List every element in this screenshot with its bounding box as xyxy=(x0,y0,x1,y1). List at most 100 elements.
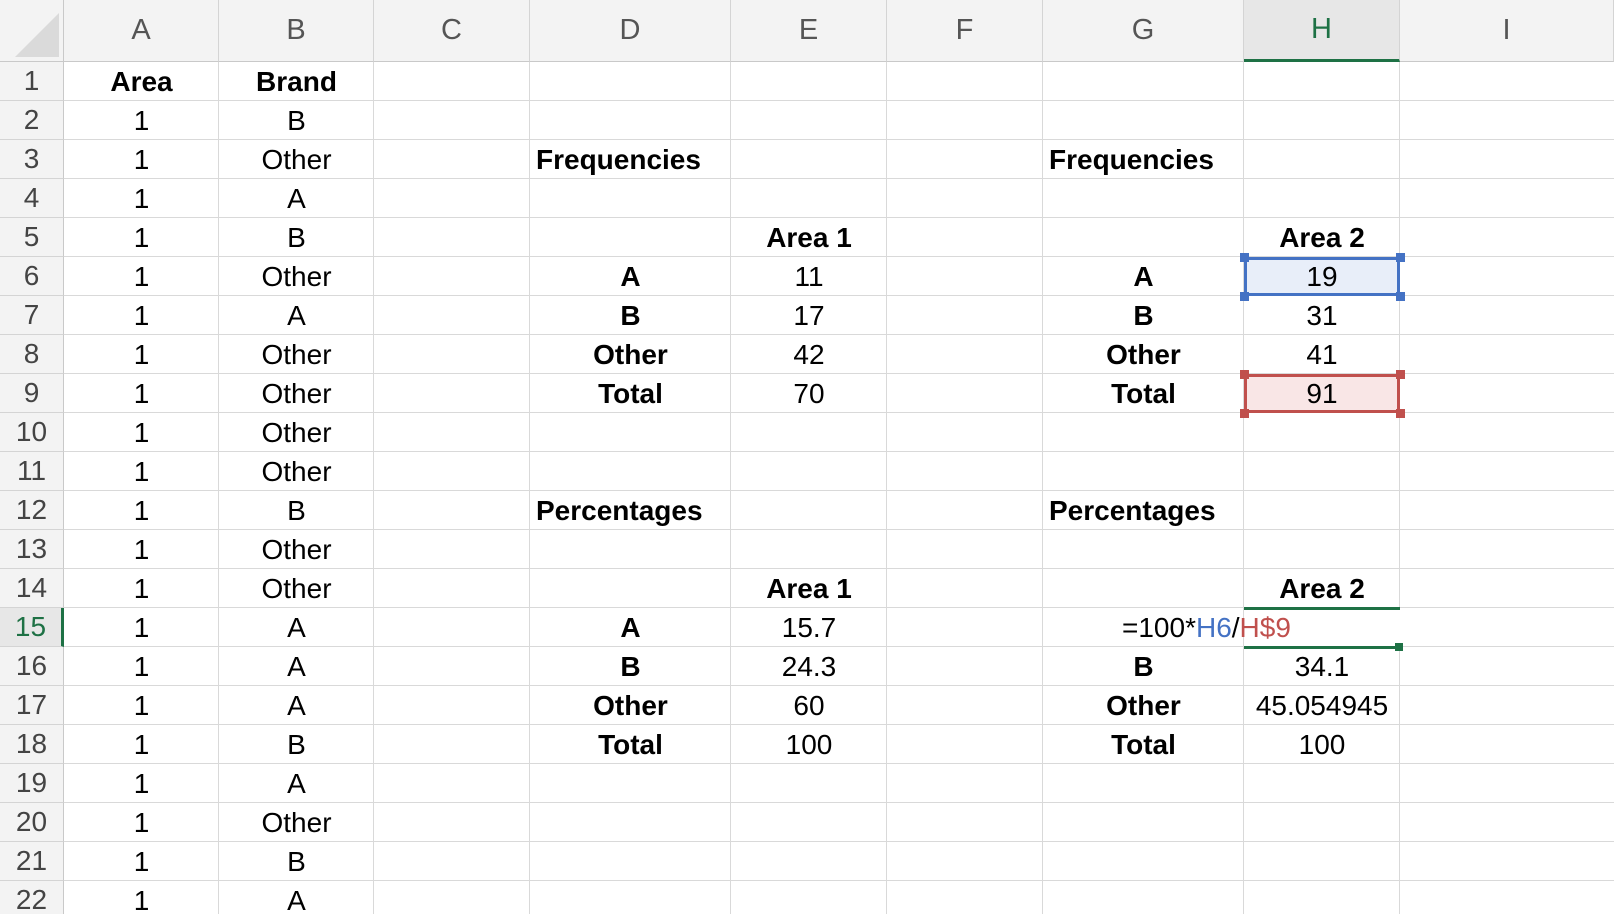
area1-freq-value[interactable]: 42 xyxy=(793,338,825,370)
cell-brand-value[interactable]: A xyxy=(287,767,306,799)
row-header-6[interactable]: 6 xyxy=(0,257,64,296)
column-header-a[interactable]: A xyxy=(64,0,219,62)
area1-pct-col-header[interactable]: Area 1 xyxy=(766,572,852,604)
cell-area-value[interactable]: 1 xyxy=(133,767,150,799)
row-header-7[interactable]: 7 xyxy=(0,296,64,335)
row-header-12[interactable]: 12 xyxy=(0,491,64,530)
column-header-i[interactable]: I xyxy=(1400,0,1614,62)
cell-brand-value[interactable]: Other xyxy=(261,377,332,409)
area2-freq-value[interactable]: 41 xyxy=(1306,338,1338,370)
area2-freq-label[interactable]: B xyxy=(1133,299,1154,331)
area2-pct-label[interactable]: B xyxy=(1133,650,1154,682)
range-resize-handle[interactable] xyxy=(1396,409,1405,418)
cell-header-area[interactable]: Area xyxy=(110,65,173,97)
area2-freq-label[interactable]: Other xyxy=(1106,338,1181,370)
area1-pct-label[interactable]: Total xyxy=(598,728,663,760)
row-header-20[interactable]: 20 xyxy=(0,803,64,842)
cell-brand-value[interactable]: A xyxy=(287,650,306,682)
cell-area-value[interactable]: 1 xyxy=(133,143,150,175)
cell-brand-value[interactable]: B xyxy=(287,845,306,877)
area1-pct-label[interactable]: Other xyxy=(593,689,668,721)
area2-freq-label[interactable]: Total xyxy=(1111,377,1176,409)
cell-brand-value[interactable]: Other xyxy=(261,533,332,565)
area2-pct-value[interactable]: 34.1 xyxy=(1294,650,1350,682)
area1-frequencies-title[interactable]: Frequencies xyxy=(536,143,701,175)
active-cell-editor[interactable] xyxy=(1244,607,1400,649)
cell-area-value[interactable]: 1 xyxy=(133,728,150,760)
row-header-18[interactable]: 18 xyxy=(0,725,64,764)
area2-pct-col-header[interactable]: Area 2 xyxy=(1279,572,1365,604)
area1-freq-label[interactable]: A xyxy=(620,260,641,292)
row-header-15[interactable]: 15 xyxy=(0,608,64,647)
area1-pct-value[interactable]: 24.3 xyxy=(781,650,837,682)
area1-freq-value[interactable]: 11 xyxy=(794,260,824,292)
row-header-8[interactable]: 8 xyxy=(0,335,64,374)
cell-area-value[interactable]: 1 xyxy=(133,182,150,214)
column-header-g[interactable]: G xyxy=(1043,0,1244,62)
area1-freq-label[interactable]: B xyxy=(620,299,641,331)
area1-percentages-title[interactable]: Percentages xyxy=(536,494,703,526)
cell-brand-value[interactable]: Other xyxy=(261,260,332,292)
area1-pct-value[interactable]: 100 xyxy=(785,728,833,760)
area2-freq-value[interactable]: 19 xyxy=(1306,260,1338,292)
cell-brand-value[interactable]: Other xyxy=(261,338,332,370)
row-header-9[interactable]: 9 xyxy=(0,374,64,413)
area1-freq-label[interactable]: Other xyxy=(593,338,668,370)
column-header-h[interactable]: H xyxy=(1244,0,1400,62)
area2-freq-col-header[interactable]: Area 2 xyxy=(1279,221,1365,253)
column-header-c[interactable]: C xyxy=(374,0,530,62)
area1-pct-label[interactable]: A xyxy=(620,611,641,643)
area1-pct-value[interactable]: 60 xyxy=(793,689,825,721)
formula-input-text[interactable]: =100* H6/H$9 xyxy=(1122,608,1291,647)
cell-brand-value[interactable]: B xyxy=(287,494,306,526)
cell-brand-value[interactable]: Other xyxy=(261,416,332,448)
row-header-5[interactable]: 5 xyxy=(0,218,64,257)
row-header-14[interactable]: 14 xyxy=(0,569,64,608)
cell-brand-value[interactable]: Other xyxy=(261,455,332,487)
range-resize-handle[interactable] xyxy=(1240,253,1249,262)
area2-frequencies-title[interactable]: Frequencies xyxy=(1049,143,1214,175)
cell-area-value[interactable]: 1 xyxy=(133,338,150,370)
cell-brand-value[interactable]: A xyxy=(287,182,306,214)
cell-brand-value[interactable]: Other xyxy=(261,143,332,175)
range-resize-handle[interactable] xyxy=(1396,370,1405,379)
row-header-19[interactable]: 19 xyxy=(0,764,64,803)
column-header-e[interactable]: E xyxy=(731,0,887,62)
row-header-4[interactable]: 4 xyxy=(0,179,64,218)
cell-area-value[interactable]: 1 xyxy=(133,494,150,526)
cell-area-value[interactable]: 1 xyxy=(133,104,150,136)
cell-area-value[interactable]: 1 xyxy=(133,455,150,487)
area2-pct-label[interactable]: Total xyxy=(1111,728,1176,760)
column-header-f[interactable]: F xyxy=(887,0,1043,62)
row-header-16[interactable]: 16 xyxy=(0,647,64,686)
row-header-17[interactable]: 17 xyxy=(0,686,64,725)
cell-brand-value[interactable]: A xyxy=(287,299,306,331)
area1-pct-value[interactable]: 15.7 xyxy=(781,611,837,643)
cell-area-value[interactable]: 1 xyxy=(133,260,150,292)
cell-area-value[interactable]: 1 xyxy=(133,806,150,838)
select-all-corner[interactable] xyxy=(0,0,64,62)
row-header-1[interactable]: 1 xyxy=(0,62,64,101)
row-header-10[interactable]: 10 xyxy=(0,413,64,452)
row-header-13[interactable]: 13 xyxy=(0,530,64,569)
cell-brand-value[interactable]: A xyxy=(287,689,306,721)
cell-brand-value[interactable]: A xyxy=(287,884,306,914)
area2-freq-value[interactable]: 31 xyxy=(1306,299,1338,331)
cell-area-value[interactable]: 1 xyxy=(133,377,150,409)
cell-area-value[interactable]: 1 xyxy=(133,299,150,331)
area2-percentages-title[interactable]: Percentages xyxy=(1049,494,1216,526)
area1-freq-label[interactable]: Total xyxy=(598,377,663,409)
row-header-21[interactable]: 21 xyxy=(0,842,64,881)
cell-brand-value[interactable]: B xyxy=(287,221,306,253)
area1-pct-label[interactable]: B xyxy=(620,650,641,682)
area2-freq-label[interactable]: A xyxy=(1133,260,1154,292)
cell-area-value[interactable]: 1 xyxy=(133,416,150,448)
range-resize-handle[interactable] xyxy=(1396,292,1405,301)
cell-brand-value[interactable]: B xyxy=(287,104,306,136)
range-resize-handle[interactable] xyxy=(1240,409,1249,418)
cell-brand-value[interactable]: Other xyxy=(261,806,332,838)
row-header-3[interactable]: 3 xyxy=(0,140,64,179)
range-resize-handle[interactable] xyxy=(1396,253,1405,262)
cell-area-value[interactable]: 1 xyxy=(133,611,150,643)
cell-brand-value[interactable]: B xyxy=(287,728,306,760)
